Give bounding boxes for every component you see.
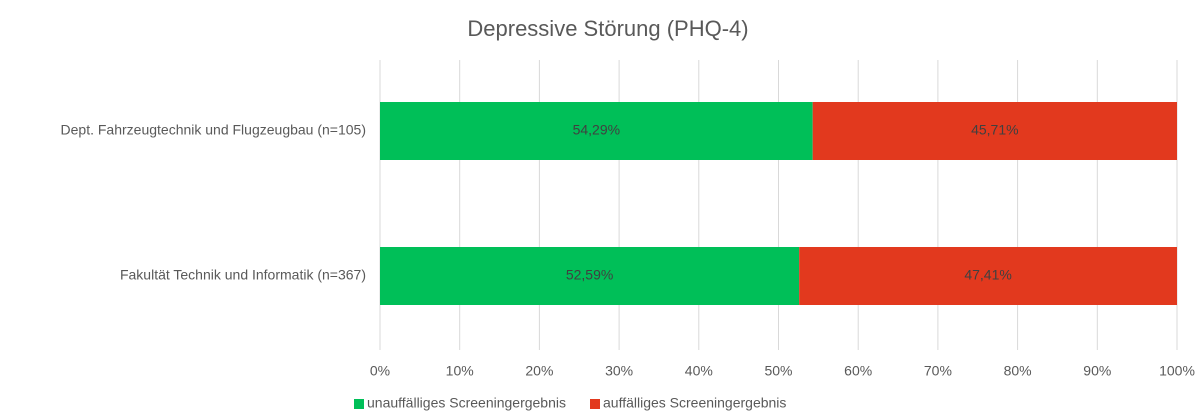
x-tick-label: 90% (1083, 363, 1111, 379)
x-tick-label: 0% (370, 363, 390, 379)
legend-swatch (590, 399, 600, 409)
x-tick-label: 70% (924, 363, 952, 379)
x-tick-label: 60% (844, 363, 872, 379)
legend-swatch (354, 399, 364, 409)
data-label: 47,41% (964, 267, 1011, 283)
y-tick-label: Dept. Fahrzeugtechnik und Flugzeugbau (n… (61, 122, 366, 138)
data-label: 52,59% (566, 267, 613, 283)
y-tick-label: Fakultät Technik und Informatik (n=367) (120, 267, 366, 283)
x-tick-label: 50% (764, 363, 792, 379)
data-label: 45,71% (971, 122, 1018, 138)
x-tick-label: 100% (1159, 363, 1195, 379)
x-tick-label: 40% (685, 363, 713, 379)
data-label: 54,29% (573, 122, 620, 138)
x-tick-label: 80% (1004, 363, 1032, 379)
bar-segment (812, 102, 1177, 160)
bar-segment (380, 102, 813, 160)
legend-label: unauffälliges Screeningergebnis (367, 395, 566, 411)
x-tick-label: 30% (605, 363, 633, 379)
bar-segment (799, 247, 1177, 305)
bar-segment (380, 247, 800, 305)
x-tick-label: 10% (446, 363, 474, 379)
x-tick-label: 20% (525, 363, 553, 379)
legend-label: auffälliges Screeningergebnis (603, 395, 786, 411)
chart-title: Depressive Störung (PHQ-4) (467, 16, 748, 41)
